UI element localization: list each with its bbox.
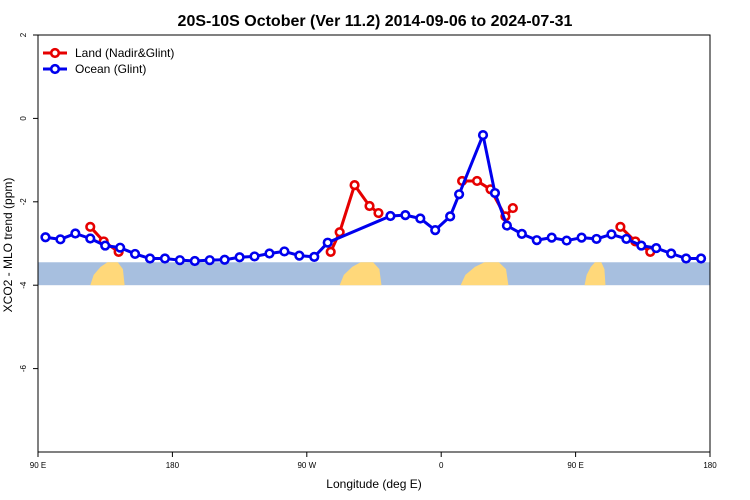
data-point (85, 233, 96, 244)
data-point (174, 255, 185, 266)
data-point (576, 232, 587, 243)
x-tick-label: 90 E (567, 461, 583, 470)
data-point (70, 228, 81, 239)
data-point (681, 253, 692, 264)
data-point (546, 232, 557, 243)
data-point (636, 240, 647, 251)
data-point (325, 246, 336, 257)
x-axis: 90 E 180 90 W 0 90 E 180 (30, 452, 717, 470)
plot-frame (37, 34, 711, 453)
land-shape (90, 262, 125, 286)
legend: Land (Nadir&Glint) Ocean (Glint) (43, 46, 174, 76)
data-point (219, 254, 230, 265)
data-point (489, 187, 501, 199)
series-layer (40, 129, 707, 267)
data-point (445, 211, 456, 222)
data-point (415, 213, 426, 224)
land-shape (584, 262, 606, 286)
legend-swatch-marker (49, 63, 61, 75)
data-point (322, 237, 333, 248)
data-point (385, 210, 396, 222)
x-tick-label: 180 (703, 461, 717, 470)
data-point (501, 220, 513, 231)
y-tick-label: -2 (19, 198, 28, 206)
data-point (100, 240, 111, 251)
data-point (507, 202, 518, 214)
legend-swatch-marker (49, 47, 61, 59)
y-tick-label: -6 (19, 364, 28, 372)
data-point (621, 233, 632, 245)
data-point (309, 251, 320, 262)
world-map-band (38, 262, 710, 286)
series-line (329, 183, 380, 253)
series-line (45, 133, 702, 263)
land-shape (460, 262, 509, 286)
data-point (364, 200, 375, 212)
data-point (477, 129, 489, 141)
data-point (471, 175, 483, 187)
data-point (249, 251, 260, 262)
data-point (159, 253, 171, 264)
data-point (695, 253, 707, 264)
data-point (373, 207, 384, 219)
data-point (531, 235, 542, 246)
data-point (516, 228, 527, 240)
data-point (40, 232, 51, 243)
data-point (85, 221, 96, 232)
data-point (561, 235, 572, 246)
data-point (264, 248, 275, 259)
data-point (349, 180, 360, 191)
data-point (591, 233, 602, 245)
x-tick-label: 90 E (30, 461, 46, 470)
x-tick-label: 90 W (297, 461, 316, 470)
data-point (234, 252, 245, 263)
legend-label: Land (Nadir&Glint) (75, 46, 174, 60)
data-point (615, 221, 626, 232)
chart-title: 20S-10S October (Ver 11.2) 2014-09-06 to… (178, 13, 573, 30)
data-point (651, 242, 662, 254)
y-tick-label: -4 (19, 281, 28, 289)
legend-label: Ocean (Glint) (75, 62, 146, 76)
series-group (40, 129, 707, 267)
data-point (294, 250, 305, 261)
data-point (400, 210, 411, 221)
data-point (430, 225, 441, 236)
data-point (144, 253, 156, 264)
data-point (666, 248, 677, 259)
data-point (115, 242, 126, 253)
x-tick-label: 0 (439, 461, 444, 470)
y-axis: 2 0 -2 -4 -6 (19, 32, 38, 372)
x-axis-label: Longitude (deg E) (326, 477, 421, 491)
data-point (454, 189, 465, 200)
data-point (189, 255, 200, 267)
data-point (55, 234, 66, 245)
data-point (606, 229, 617, 240)
y-tick-label: 0 (19, 116, 28, 121)
data-point (279, 246, 290, 257)
land-shape (339, 262, 382, 286)
y-tick-label: 2 (19, 32, 28, 37)
y-axis-label: XCO2 - MLO trend (ppm) (1, 178, 15, 313)
data-point (204, 255, 215, 266)
data-point (129, 248, 141, 260)
x-tick-label: 180 (166, 461, 180, 470)
